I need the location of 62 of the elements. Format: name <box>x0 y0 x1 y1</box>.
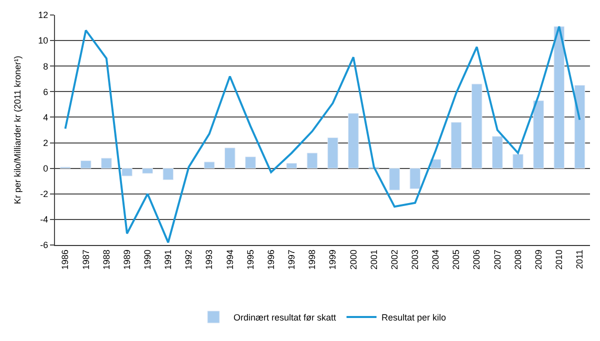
legend-label: Ordinært resultat før skatt <box>234 312 337 323</box>
x-tick-label: 1995 <box>245 250 256 270</box>
bar <box>471 84 482 169</box>
x-tick-label: 2000 <box>348 250 358 270</box>
y-tick-label: 10 <box>38 36 48 46</box>
x-tick-label: 2002 <box>389 250 400 270</box>
bar <box>389 168 400 190</box>
bar <box>492 136 503 169</box>
bar <box>533 100 544 169</box>
legend-label: Resultat per kilo <box>382 312 446 323</box>
y-tick-label: -4 <box>40 214 48 225</box>
bar <box>80 160 92 169</box>
x-tick-label: 1992 <box>184 250 194 270</box>
x-tick-label: 2009 <box>533 250 544 270</box>
bar <box>348 113 359 169</box>
y-tick-label: 12 <box>38 10 48 20</box>
bar <box>204 162 215 169</box>
bar <box>554 26 565 169</box>
x-tick-label: 1999 <box>328 250 338 270</box>
x-tick-label: 1998 <box>307 250 318 270</box>
bar <box>327 137 338 169</box>
bar <box>574 85 586 169</box>
x-tick-label: 1987 <box>80 250 91 270</box>
y-tick-label: -6 <box>40 240 48 250</box>
x-tick-label: 1986 <box>60 250 70 270</box>
bar <box>410 168 420 190</box>
bar <box>512 154 524 169</box>
y-tick-label: 8 <box>43 61 48 72</box>
x-tick-label: 1994 <box>224 250 235 270</box>
y-tick-label: 0 <box>43 163 48 174</box>
x-tick-label: 2007 <box>492 250 502 270</box>
y-tick-label: 6 <box>43 86 48 97</box>
x-tick-label: 1988 <box>101 250 112 270</box>
bar <box>306 152 318 169</box>
x-tick-label: 2006 <box>472 250 482 270</box>
x-tick-label: 2005 <box>451 250 462 270</box>
x-tick-label: 2001 <box>368 250 379 270</box>
bar <box>101 158 112 169</box>
x-tick-label: 2011 <box>574 250 585 269</box>
bar <box>450 122 462 169</box>
bar <box>245 156 256 169</box>
bar <box>162 168 174 180</box>
y-tick-label: 4 <box>43 112 48 122</box>
x-tick-label: 2004 <box>430 250 441 270</box>
y-tick-label: 2 <box>43 138 48 148</box>
x-tick-label: 1990 <box>142 250 153 270</box>
line-series <box>64 26 581 244</box>
y-axis-title: Kr per kilo/Milliarder kr (2011 kroner¹) <box>12 56 23 204</box>
bar <box>142 168 153 174</box>
bar <box>286 162 298 169</box>
x-tick-label: 1996 <box>266 250 276 270</box>
bar <box>430 159 442 169</box>
x-tick-label: 2008 <box>512 250 523 270</box>
x-tick-label: 1989 <box>122 250 132 270</box>
bar <box>224 148 236 169</box>
x-tick-label: 2003 <box>410 250 420 270</box>
x-tick-label: 1993 <box>204 250 214 270</box>
x-tick-label: 2010 <box>554 250 564 270</box>
x-tick-label: 1997 <box>286 250 297 270</box>
bar <box>122 168 132 176</box>
y-tick-label: -2 <box>40 189 48 200</box>
x-tick-label: 1991 <box>163 250 174 270</box>
